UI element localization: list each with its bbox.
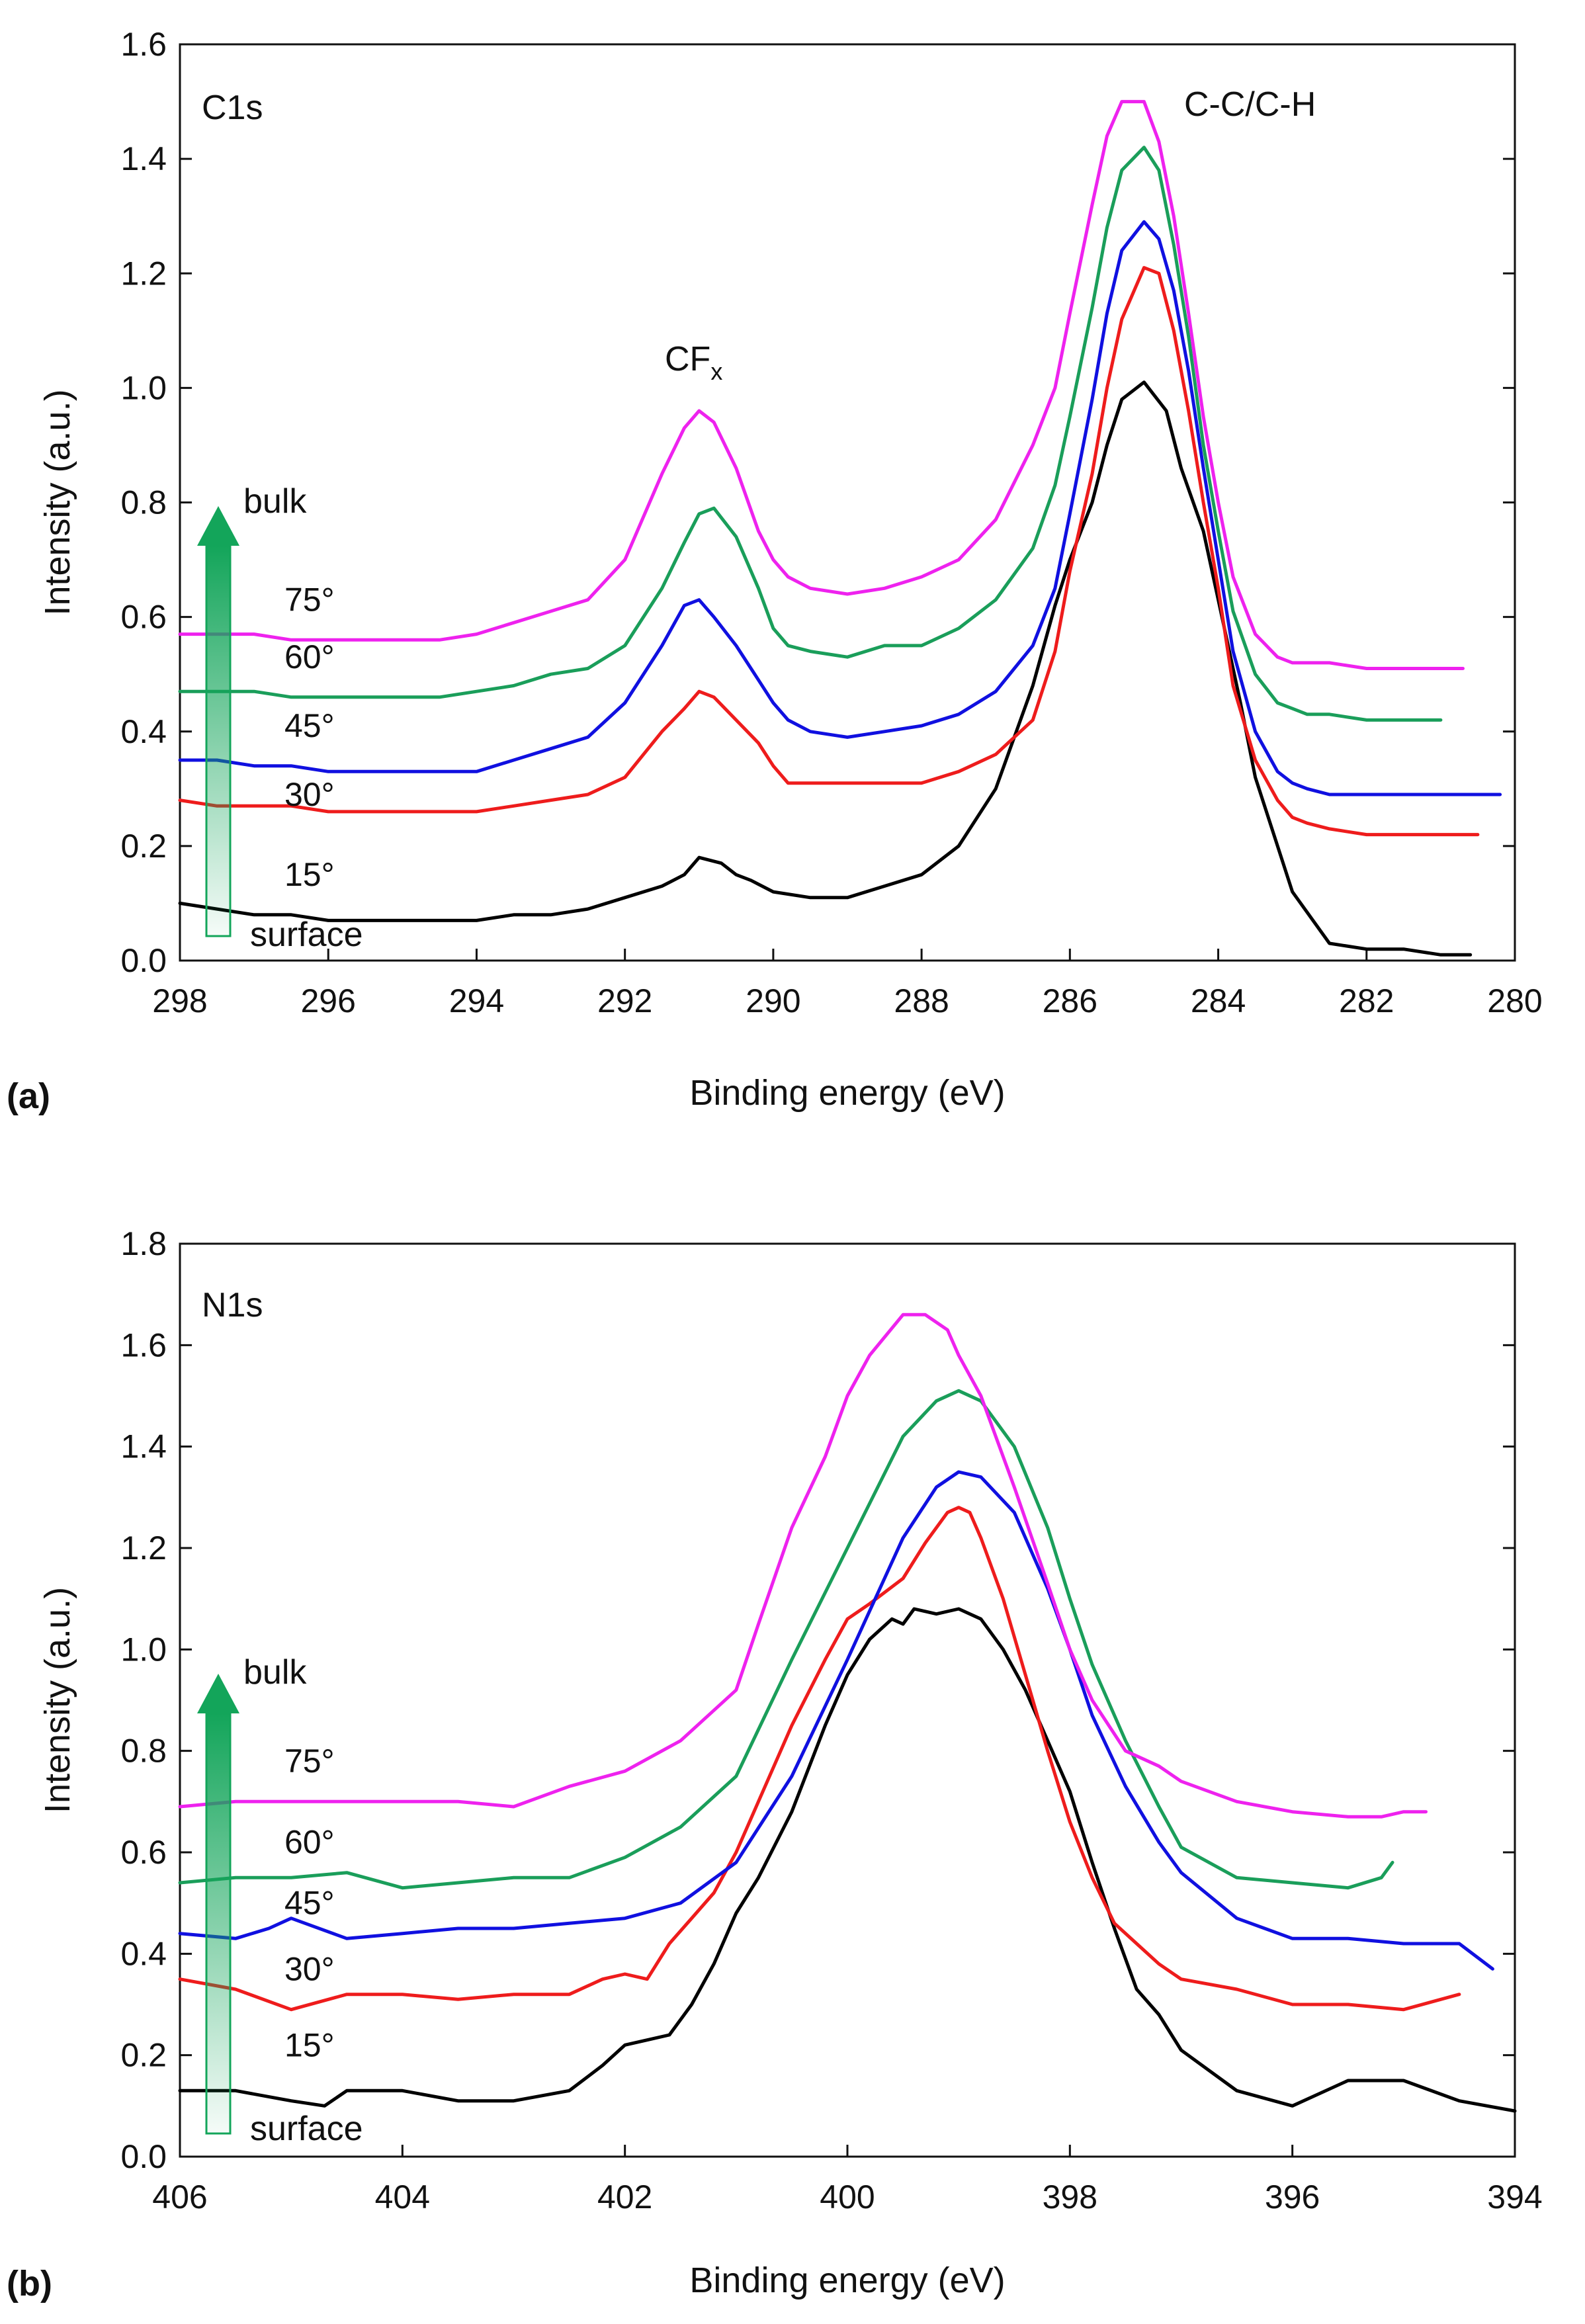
y-tick-label: 1.2 <box>120 1529 167 1567</box>
y-tick-label: 1.0 <box>120 369 167 406</box>
y-axis-title: Intensity (a.u.) <box>38 1587 77 1813</box>
angle-label: 15° <box>284 856 335 893</box>
angle-label: 45° <box>284 1885 335 1922</box>
y-tick-label: 0.2 <box>120 2037 167 2074</box>
panel-letter: (b) <box>7 2264 52 2303</box>
y-tick-label: 1.6 <box>120 1326 167 1363</box>
chart-panel-a: 0.0 0.2 0.4 0.6 0.8 1.0 1.2 1.4 1.6 298 296 294 292 2… <box>7 26 1543 1116</box>
angle-label: 30° <box>284 776 335 813</box>
series-line-deg60 <box>178 146 1443 722</box>
x-tick-label: 288 <box>894 982 949 1019</box>
depth-arrow-shaft <box>205 1712 232 2135</box>
x-tick-label: 294 <box>449 982 504 1019</box>
plot-frame <box>179 1242 1516 2158</box>
angle-label: 60° <box>284 638 335 675</box>
series-line-deg60 <box>178 1389 1394 1890</box>
arrow-label-bulk: bulk <box>243 1653 307 1692</box>
y-tick-label: 0.4 <box>120 713 167 750</box>
angle-label: 45° <box>284 707 335 744</box>
y-tick-label: 0.2 <box>120 828 167 865</box>
x-tick-label: 296 <box>301 982 356 1019</box>
y-tick-label: 0.0 <box>120 942 167 979</box>
x-tick-label: 400 <box>820 2178 875 2216</box>
x-tick-label: 394 <box>1487 2178 1542 2216</box>
y-tick-label: 1.8 <box>120 1225 167 1262</box>
angle-label: 75° <box>284 581 335 619</box>
angle-label: 60° <box>284 1824 335 1861</box>
x-tick-label: 286 <box>1043 982 1097 1019</box>
x-tick-label: 282 <box>1339 982 1394 1019</box>
depth-arrow-head <box>197 1674 239 1713</box>
x-tick-label: 404 <box>375 2178 430 2216</box>
spectrum-title: N1s <box>202 1286 263 1324</box>
y-tick-label: 1.4 <box>120 140 167 177</box>
spectrum-title: C1s <box>202 89 263 127</box>
y-tick-label: 0.8 <box>120 484 167 521</box>
depth-arrow-shaft <box>205 544 232 937</box>
panel-letter: (a) <box>7 1076 50 1116</box>
y-tick-label: 1.4 <box>120 1428 167 1465</box>
y-tick-label: 0.6 <box>120 599 167 636</box>
x-tick-label: 406 <box>152 2178 207 2216</box>
x-tick-label: 290 <box>746 982 800 1019</box>
series-line-deg45 <box>178 220 1502 796</box>
angle-label: 30° <box>284 1950 335 1987</box>
depth-arrow-head <box>197 506 239 546</box>
angle-label: 75° <box>284 1743 335 1780</box>
series-line-deg75 <box>178 100 1465 670</box>
series-line-deg15 <box>178 1607 1517 2113</box>
peak-label-cc-ch: C-C/C-H <box>1184 85 1316 124</box>
series-line-deg30 <box>178 1506 1461 2012</box>
series-line-deg15 <box>178 380 1473 957</box>
y-tick-label: 1.2 <box>120 255 167 292</box>
y-tick-label: 0.6 <box>120 1834 167 1871</box>
series-line-deg75 <box>178 1313 1428 1819</box>
x-tick-label: 298 <box>152 982 207 1019</box>
y-tick-label: 0.8 <box>120 1733 167 1770</box>
x-tick-label: 398 <box>1043 2178 1097 2216</box>
x-tick-label: 402 <box>597 2178 652 2216</box>
plot-frame <box>179 43 1516 962</box>
series-line-deg30 <box>178 266 1480 837</box>
peak-label-cfx: CFx <box>665 340 722 385</box>
y-tick-label: 0.4 <box>120 1935 167 1972</box>
x-tick-label: 280 <box>1487 982 1542 1019</box>
series-line-deg45 <box>178 1470 1494 1971</box>
x-tick-label: 292 <box>597 982 652 1019</box>
x-axis-title: Binding energy (eV) <box>689 1073 1005 1113</box>
x-tick-label: 396 <box>1265 2178 1320 2216</box>
y-tick-label: 1.0 <box>120 1631 167 1668</box>
arrow-label-surface: surface <box>250 2110 363 2148</box>
y-tick-label: 0.0 <box>120 2138 167 2175</box>
y-axis-title: Intensity (a.u.) <box>38 389 77 615</box>
x-axis-title: Binding energy (eV) <box>689 2260 1005 2300</box>
x-tick-label: 284 <box>1191 982 1246 1019</box>
y-tick-label: 1.6 <box>120 26 167 63</box>
angle-label: 15° <box>284 2026 335 2063</box>
arrow-label-bulk: bulk <box>243 482 307 521</box>
chart-panel-b: 0.0 0.2 0.4 0.6 0.8 1.0 1.2 1.4 1.6 1.8 406 404 402 4… <box>7 1225 1543 2303</box>
arrow-label-surface: surface <box>250 916 363 954</box>
